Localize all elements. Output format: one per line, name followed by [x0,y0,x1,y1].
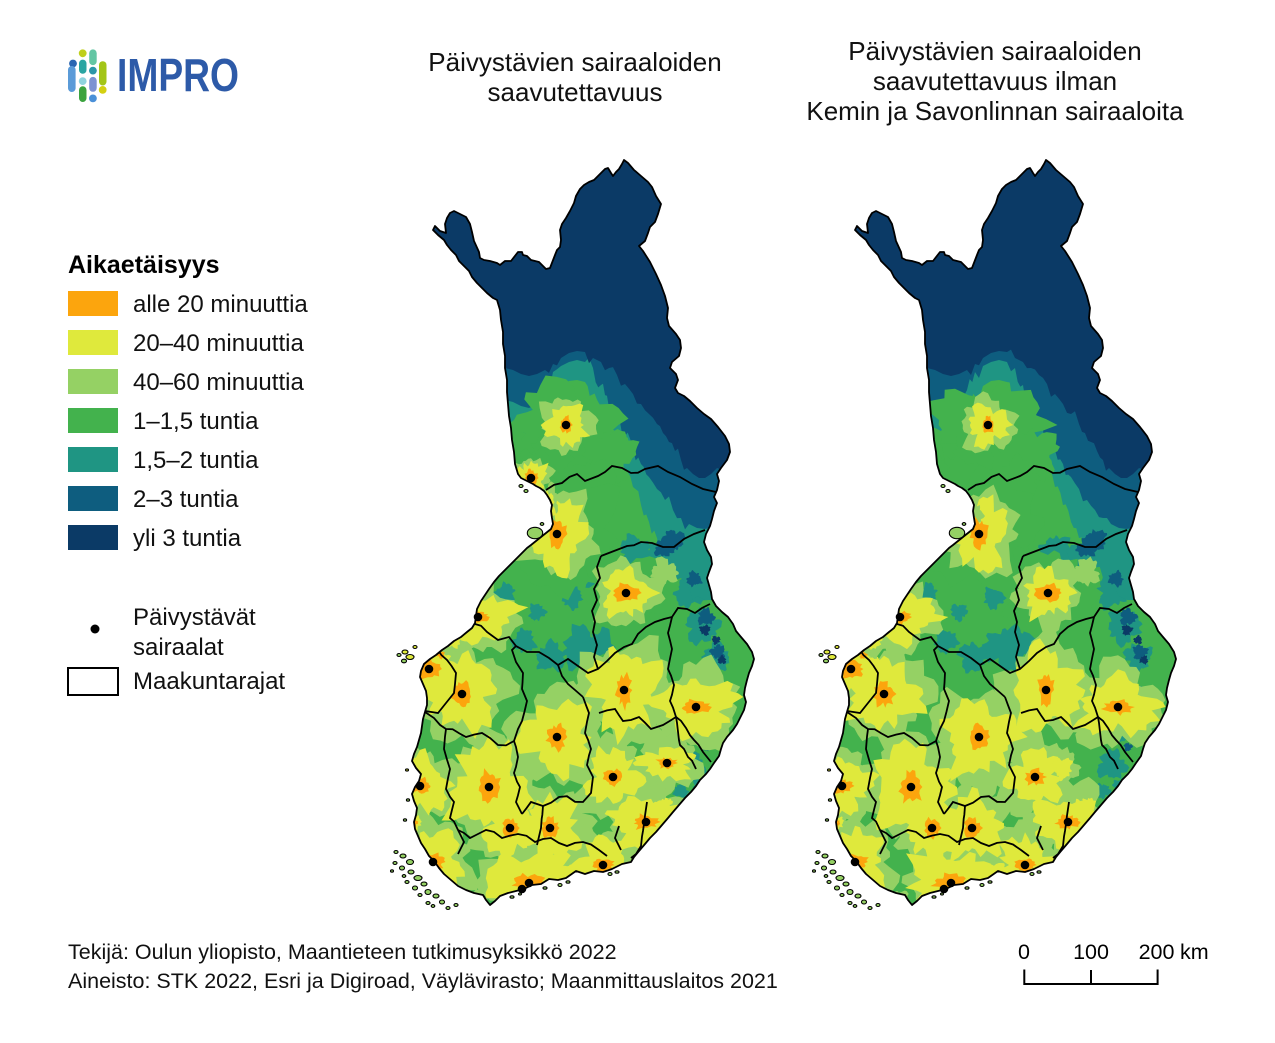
svg-text:200: 200 [1139,940,1175,964]
svg-text:saavutettavuus: saavutettavuus [488,77,663,107]
svg-text:IMPRO: IMPRO [117,49,239,101]
svg-text:Päivystävät: Päivystävät [133,604,256,631]
svg-text:Aineisto: STK 2022, Esri ja Di: Aineisto: STK 2022, Esri ja Digiroad, Vä… [68,969,778,993]
svg-text:Päivystävien sairaaloiden: Päivystävien sairaaloiden [848,36,1141,66]
svg-text:yli 3 tuntia: yli 3 tuntia [133,525,242,552]
svg-text:Maakuntarajat: Maakuntarajat [133,668,285,695]
svg-text:Aikaetäisyys: Aikaetäisyys [68,251,220,279]
svg-text:2–3 tuntia: 2–3 tuntia [133,486,239,513]
svg-text:40–60 minuuttia: 40–60 minuuttia [133,369,304,396]
svg-text:1,5–2 tuntia: 1,5–2 tuntia [133,447,259,474]
svg-text:Päivystävien sairaaloiden: Päivystävien sairaaloiden [428,47,721,77]
svg-text:Tekijä: Oulun yliopisto, Maant: Tekijä: Oulun yliopisto, Maantieteen tut… [68,940,617,964]
svg-text:km: km [1180,940,1209,964]
svg-text:sairaalat: sairaalat [133,634,224,661]
svg-text:Kemin ja Savonlinnan sairaaloi: Kemin ja Savonlinnan sairaaloita [806,96,1184,126]
svg-text:100: 100 [1073,940,1109,964]
svg-text:alle 20 minuuttia: alle 20 minuuttia [133,291,308,318]
svg-text:saavutettavuus ilman: saavutettavuus ilman [873,66,1117,96]
svg-text:20–40 minuuttia: 20–40 minuuttia [133,330,304,357]
svg-text:1–1,5 tuntia: 1–1,5 tuntia [133,408,259,435]
svg-text:0: 0 [1018,940,1030,964]
